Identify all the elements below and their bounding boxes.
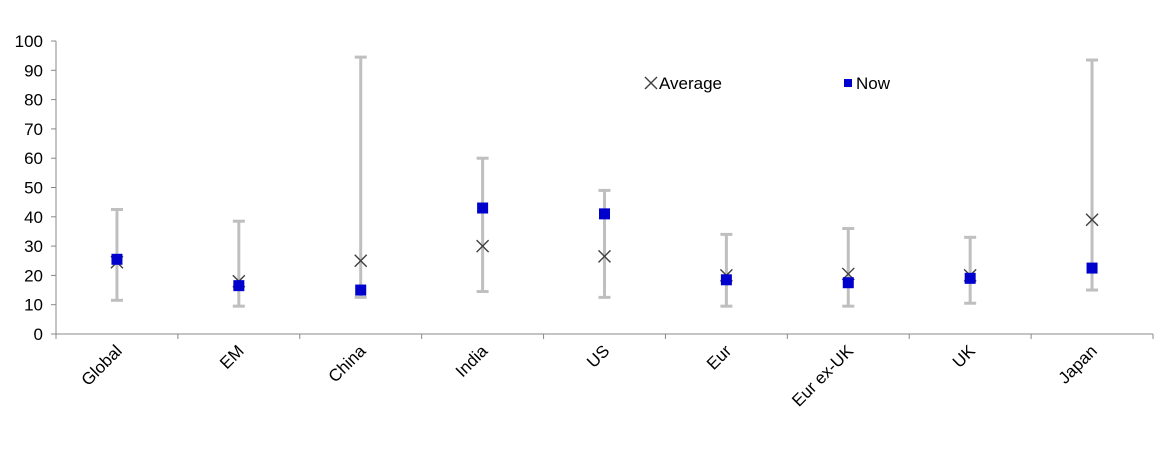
average-point-us	[598, 249, 611, 263]
now-point-eur-ex-uk	[842, 277, 854, 289]
y-tick-label: 30	[24, 237, 43, 256]
average-point-china	[354, 254, 368, 268]
y-tick-label: 50	[24, 179, 43, 198]
range-bar-china	[354, 55, 367, 299]
range-bar-us	[598, 188, 611, 299]
legend-symbol-now	[844, 79, 852, 87]
average-point-japan	[1085, 213, 1099, 227]
x-tick-label-em: EM	[216, 341, 247, 372]
axes: 0 10 20 30 40 50 60 70 80 90 100 Global EM China India…	[15, 32, 1154, 410]
range-bars	[110, 55, 1099, 308]
now-point-global	[111, 253, 123, 265]
legend-label-average: Average	[659, 74, 722, 93]
y-tick-label: 20	[24, 266, 43, 285]
y-tick-label: 10	[24, 296, 43, 315]
range-bar-india	[476, 156, 489, 294]
y-tick-label: 90	[24, 61, 43, 80]
x-tick-label-global: Global	[78, 341, 126, 389]
legend-label-now: Now	[856, 74, 891, 93]
y-tick-label: 80	[24, 91, 43, 110]
now-point-japan	[1086, 262, 1098, 274]
now-point-em	[233, 280, 245, 292]
legend-item-average: Average	[644, 74, 722, 93]
x-tick-label-us: US	[583, 341, 613, 371]
x-tick-label-india: India	[452, 341, 492, 381]
range-bar-em	[232, 219, 245, 308]
x-tick-label-uk: UK	[949, 341, 980, 372]
y-tick-label: 0	[34, 325, 43, 344]
legend: Average Now	[644, 74, 891, 93]
range-bar-eur	[720, 232, 733, 308]
now-point-china	[355, 284, 367, 296]
x-tick-label-japan: Japan	[1055, 341, 1101, 387]
markers	[110, 202, 1099, 296]
legend-item-now: Now	[844, 74, 891, 93]
now-point-eur	[720, 274, 732, 286]
range-bar-uk	[964, 235, 977, 305]
y-tick-label: 40	[24, 208, 43, 227]
x-tick-label-eur: Eur	[703, 341, 735, 373]
y-tick-label: 60	[24, 149, 43, 168]
y-tick-label: 70	[24, 120, 43, 139]
range-bar-eur-ex-uk	[842, 227, 855, 308]
average-point-india	[476, 239, 490, 253]
x-tick-label-eur-ex-uk: Eur ex-UK	[788, 341, 857, 410]
legend-symbol-average	[644, 76, 658, 90]
now-point-us	[599, 208, 610, 220]
now-point-uk	[964, 272, 976, 284]
range-bar-japan	[1086, 58, 1099, 292]
y-tick-label: 100	[15, 32, 43, 51]
now-point-india	[477, 202, 489, 214]
x-tick-label-china: China	[325, 341, 370, 386]
